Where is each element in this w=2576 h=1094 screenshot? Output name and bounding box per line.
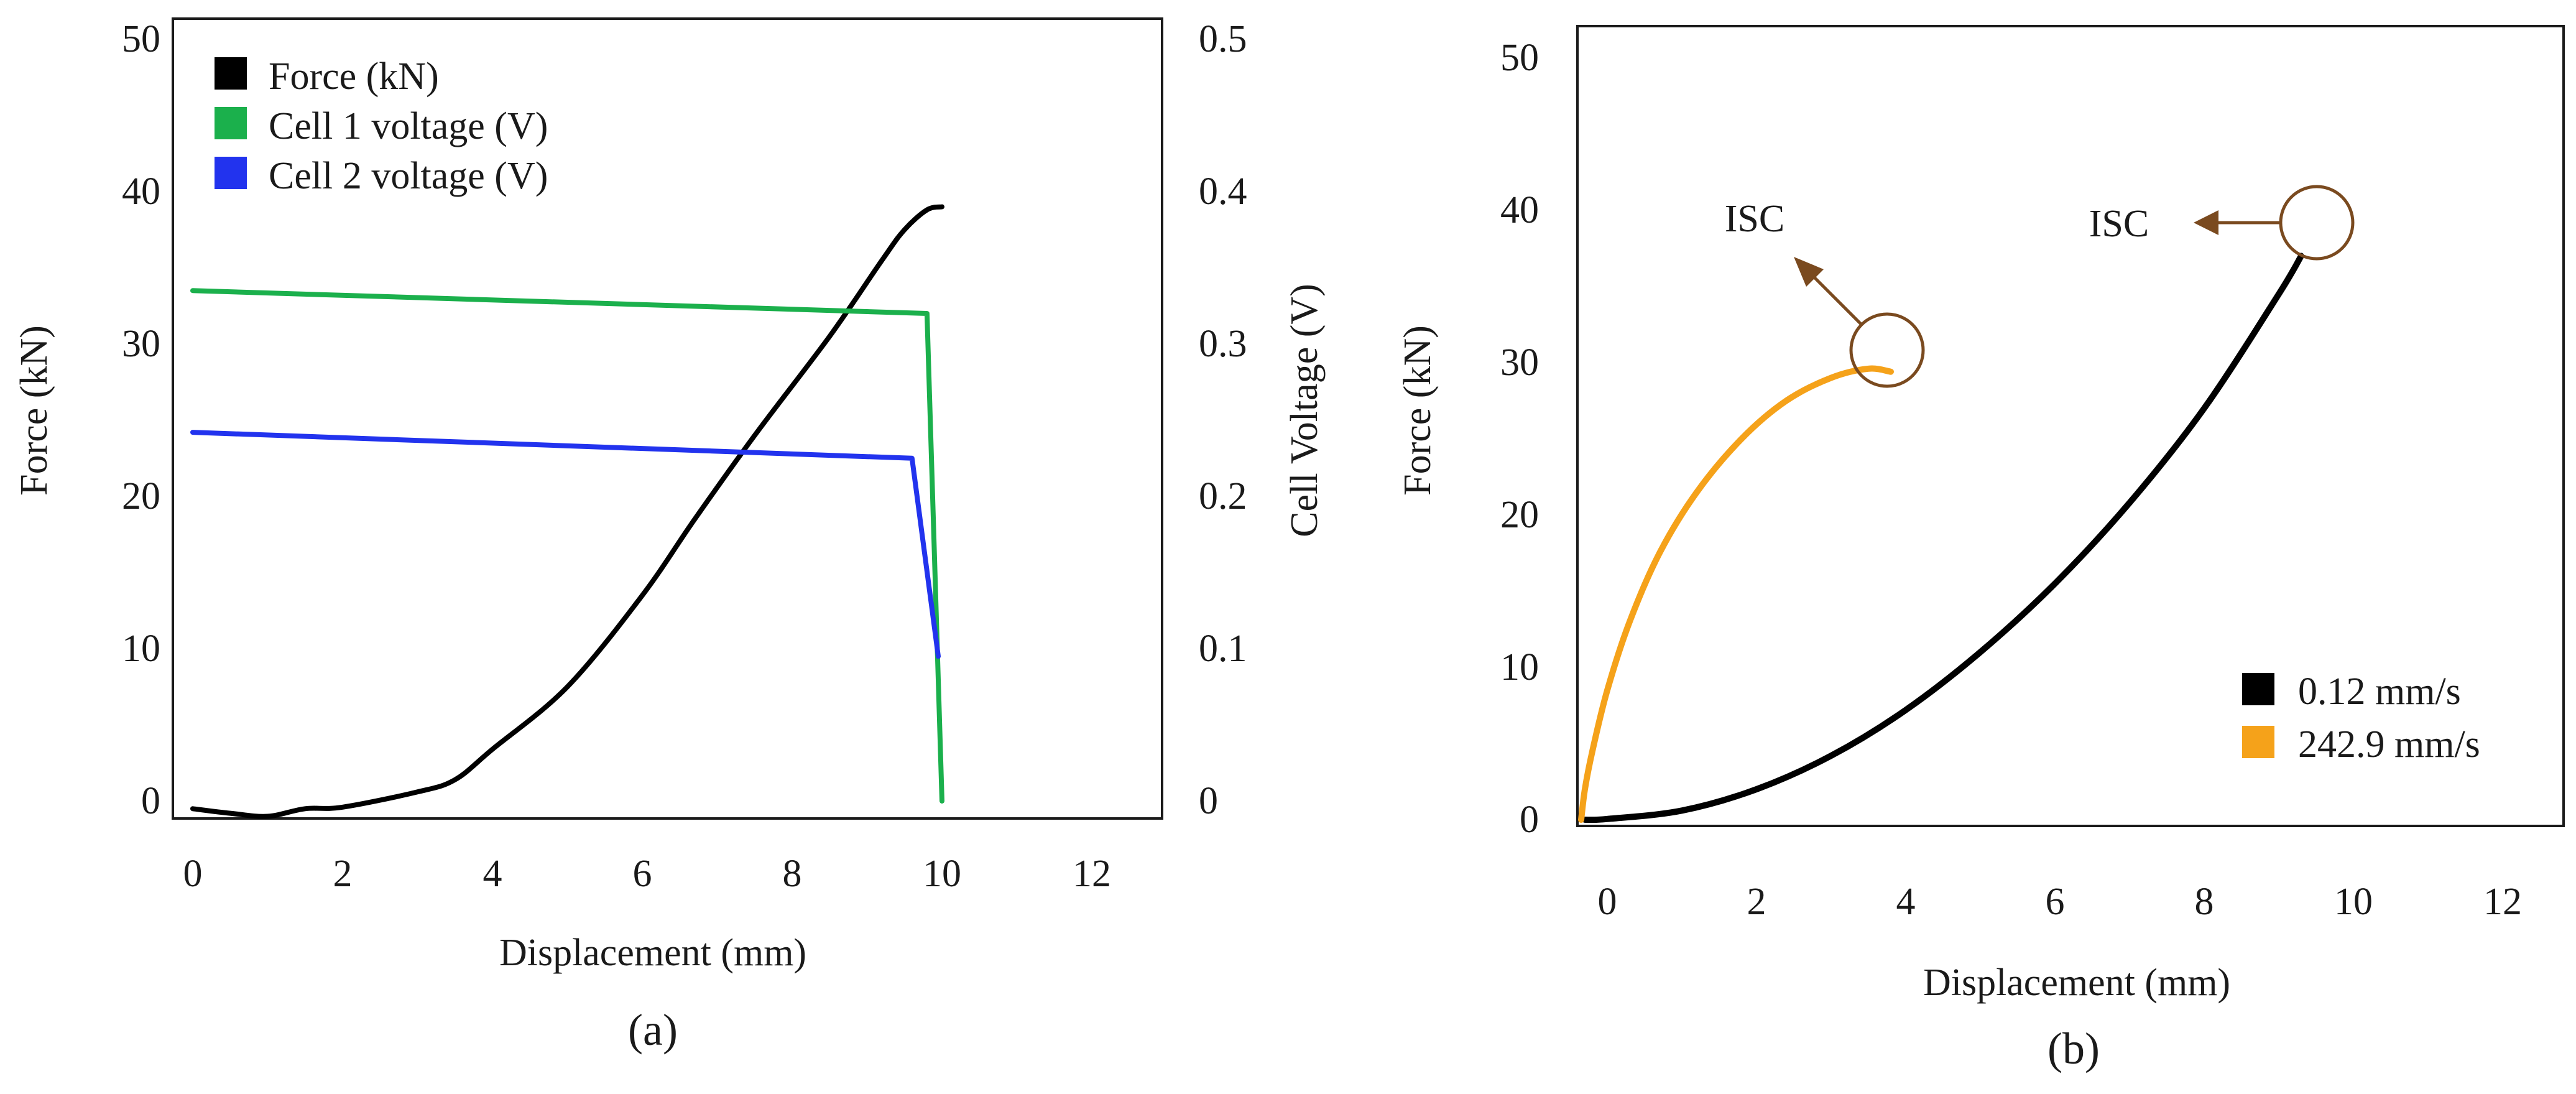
- chart-b-x-tick-label: 4: [1896, 881, 1916, 923]
- isc-annotation-fast: ISC: [1725, 198, 1925, 388]
- legend-label-cell2: Cell 2 voltage (V): [269, 155, 548, 197]
- chart-b-y-axis-label: Force (kN): [1396, 325, 1439, 496]
- chart-a-y-tick-label: 30: [122, 323, 160, 365]
- legend-label-slow: 0.12 mm/s: [2298, 670, 2461, 713]
- chart-b-y-tick-label: 0: [1520, 799, 1539, 841]
- arrowhead-icon: [1794, 257, 1824, 287]
- legend-label-fast: 242.9 mm/s: [2298, 723, 2480, 766]
- chart-a-x-tick-label: 6: [633, 853, 652, 895]
- chart-b-series-group: [1578, 253, 2304, 823]
- chart-a-series-line-2: [190, 430, 941, 659]
- isc-circle-fast: [1849, 312, 1925, 388]
- chart-a-y-axis-label: Force (kN): [13, 325, 55, 496]
- chart-b-x-tick-label: 12: [2483, 881, 2522, 923]
- legend-swatch-cell2: [215, 157, 247, 189]
- chart-a-x-tick-label: 2: [333, 853, 353, 895]
- chart-a-y2-tick-label: 0.2: [1199, 475, 1247, 517]
- chart-a-y2-tick-label: 0: [1199, 780, 1218, 822]
- chart-a-y-ticks: 0 10 20 30 40 50: [122, 18, 160, 822]
- chart-b-y-tick-label: 30: [1500, 341, 1539, 384]
- chart-a-series-group: [190, 204, 944, 819]
- chart-b-y-ticks: 0 10 20 30 40 50: [1500, 37, 1539, 841]
- legend-swatch-fast: [2242, 726, 2274, 758]
- legend-swatch-cell1: [215, 107, 247, 139]
- chart-a-x-axis-label: Displacement (mm): [499, 932, 806, 974]
- chart-a-frame: [172, 17, 1163, 820]
- chart-b-series-line-1: [1578, 365, 1894, 823]
- chart-a-x-tick-label: 8: [783, 853, 802, 895]
- legend-label-force: Force (kN): [269, 55, 439, 98]
- chart-b-x-tick-label: 0: [1598, 881, 1617, 923]
- chart-b-x-tick-label: 10: [2334, 881, 2373, 923]
- chart-b-y-tick-label: 20: [1500, 494, 1539, 536]
- chart-b-x-axis-label: Displacement (mm): [1923, 962, 2230, 1004]
- chart-a-panel-label: (a): [628, 1005, 678, 1055]
- chart-a-y2-ticks: 0 0.1 0.2 0.3 0.4 0.5: [1199, 18, 1247, 822]
- chart-a-y-tick-label: 50: [122, 18, 160, 60]
- chart-b-y-tick-label: 50: [1500, 37, 1539, 79]
- legend-label-cell1: Cell 1 voltage (V): [269, 105, 548, 147]
- chart-a-y2-tick-label: 0.5: [1199, 18, 1247, 60]
- chart-b-x-tick-label: 8: [2195, 881, 2214, 923]
- chart-b-x-tick-label: 2: [1747, 881, 1766, 923]
- chart-b-y-tick-label: 40: [1500, 189, 1539, 231]
- isc-label-fast: ISC: [1725, 198, 1784, 240]
- isc-arrow-fast: [1812, 275, 1862, 325]
- chart-a-series-line-0: [190, 204, 944, 819]
- legend-swatch-slow: [2242, 673, 2274, 705]
- chart-a-y-tick-label: 10: [122, 628, 160, 670]
- chart-a-y2-tick-label: 0.3: [1199, 323, 1247, 365]
- isc-circle-slow: [2279, 185, 2355, 261]
- chart-b-y-tick-label: 10: [1500, 646, 1539, 688]
- chart-a-y2-tick-label: 0.4: [1199, 170, 1247, 213]
- chart-a-y-tick-label: 0: [141, 780, 160, 822]
- chart-a-y2-axis-label: Cell Voltage (V): [1283, 284, 1326, 537]
- isc-annotation-slow: ISC: [2089, 185, 2355, 261]
- chart-a-y2-tick-label: 0.1: [1199, 628, 1247, 670]
- chart-a-x-tick-label: 12: [1073, 853, 1111, 895]
- legend-swatch-force: [215, 57, 247, 90]
- chart-a-series-line-1: [190, 288, 944, 804]
- chart-a: 0 2 4 6 8 10 12 0 10 20 30 40 50 0 0.1 0.2 0.3 0.4 0.5 D…: [13, 17, 1326, 1055]
- chart-a-y-tick-label: 40: [122, 170, 160, 213]
- chart-b-series-line-0: [1582, 253, 2304, 823]
- chart-a-x-tick-label: 4: [483, 853, 502, 895]
- chart-b-frame: [1576, 25, 2565, 827]
- isc-label-slow: ISC: [2089, 203, 2149, 245]
- arrowhead-icon: [2194, 210, 2218, 235]
- chart-a-legend: Force (kN) Cell 1 voltage (V) Cell 2 vol…: [215, 55, 548, 197]
- chart-b-x-tick-label: 6: [2046, 881, 2065, 923]
- chart-a-x-tick-label: 10: [923, 853, 961, 895]
- chart-b-legend: 0.12 mm/s 242.9 mm/s: [2242, 670, 2480, 766]
- chart-a-x-tick-label: 0: [183, 853, 203, 895]
- chart-b-panel-label: (b): [2047, 1024, 2100, 1073]
- chart-b-x-ticks: 0 2 4 6 8 10 12: [1598, 881, 2523, 923]
- chart-a-x-ticks: 0 2 4 6 8 10 12: [183, 853, 1112, 895]
- chart-a-y-tick-label: 20: [122, 475, 160, 517]
